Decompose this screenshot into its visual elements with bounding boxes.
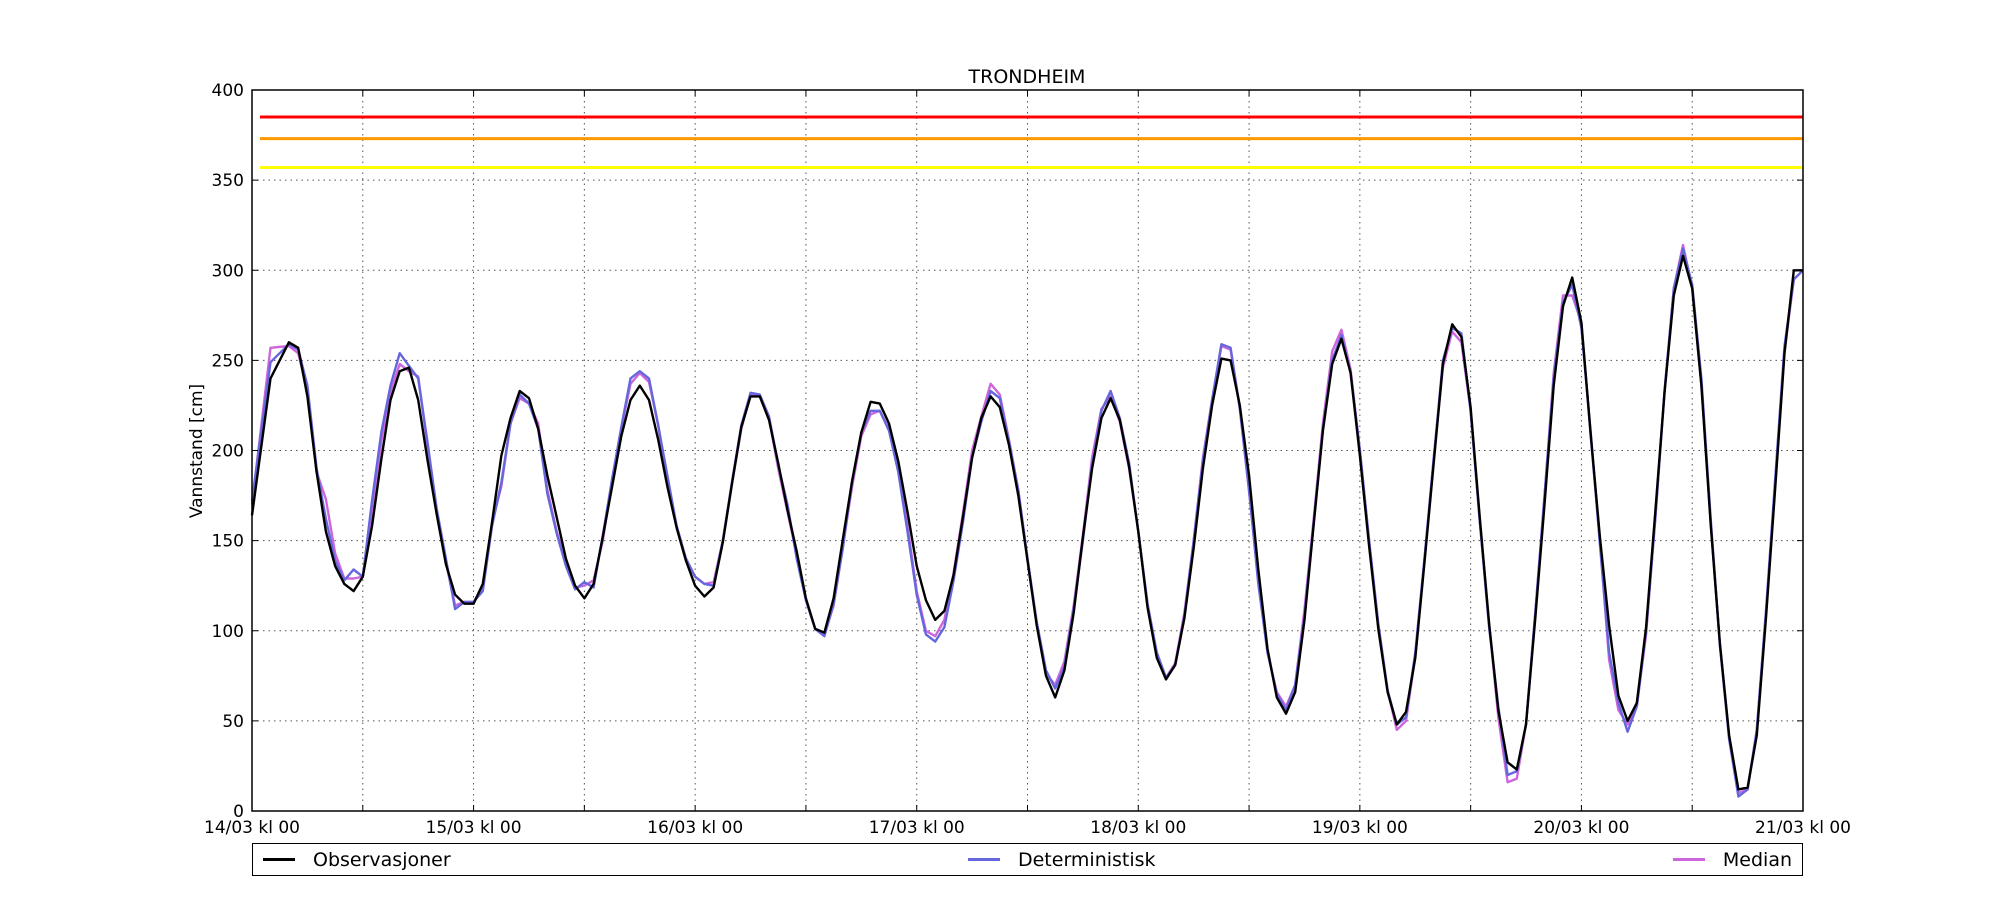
- y-tick-label: 300: [212, 261, 244, 281]
- x-tick-label: 18/03 kl 00: [1090, 818, 1186, 838]
- axis-ticks: 0 50 100 150 200 250 300 350 400 14/03 kl 00 15/03…: [204, 81, 1851, 838]
- y-tick-label: 400: [212, 81, 244, 101]
- y-axis-label: Vannstand [cm]: [187, 384, 207, 518]
- x-tick-label: 19/03 kl 00: [1312, 818, 1408, 838]
- y-tick-label: 200: [212, 442, 244, 462]
- y-tick-label: 350: [212, 171, 244, 191]
- y-tick-label: 0: [233, 802, 244, 822]
- y-tick-label: 50: [222, 712, 244, 732]
- series-line-deterministisk: [250, 247, 1804, 798]
- chart-title: TRONDHEIM: [968, 66, 1086, 88]
- x-tick-label: 20/03 kl 00: [1533, 818, 1629, 838]
- y-tick-label: 250: [212, 351, 244, 371]
- legend-label-median: Median: [1722, 848, 1792, 871]
- legend-swatch-median: [1672, 858, 1705, 861]
- legend-swatch-deterministisk: [967, 858, 1000, 861]
- threshold-lines: [260, 115, 1803, 170]
- legend-label-deterministisk: Deterministisk: [1017, 848, 1156, 871]
- x-tick-label: 15/03 kl 00: [426, 818, 522, 838]
- x-tick-label: 21/03 kl 00: [1755, 818, 1851, 838]
- legend-item-deterministisk: Deterministisk: [967, 848, 1156, 871]
- legend-swatch-observasjoner: [263, 858, 295, 861]
- legend-label-observasjoner: Observasjoner: [313, 848, 451, 871]
- series-line-observasjoner: [250, 254, 1803, 791]
- x-tick-label: 17/03 kl 00: [869, 818, 965, 838]
- x-tick-label: 14/03 kl 00: [204, 818, 300, 838]
- legend: Observasjoner Deterministisk Median: [252, 843, 1803, 876]
- series-lines: [250, 243, 1804, 798]
- grid: [252, 90, 1803, 811]
- x-tick-label: 16/03 kl 00: [647, 818, 743, 838]
- y-tick-label: 150: [212, 532, 244, 552]
- y-tick-label: 100: [212, 622, 244, 642]
- legend-item-observasjoner: Observasjoner: [263, 849, 451, 871]
- legend-item-median: Median: [1672, 848, 1792, 871]
